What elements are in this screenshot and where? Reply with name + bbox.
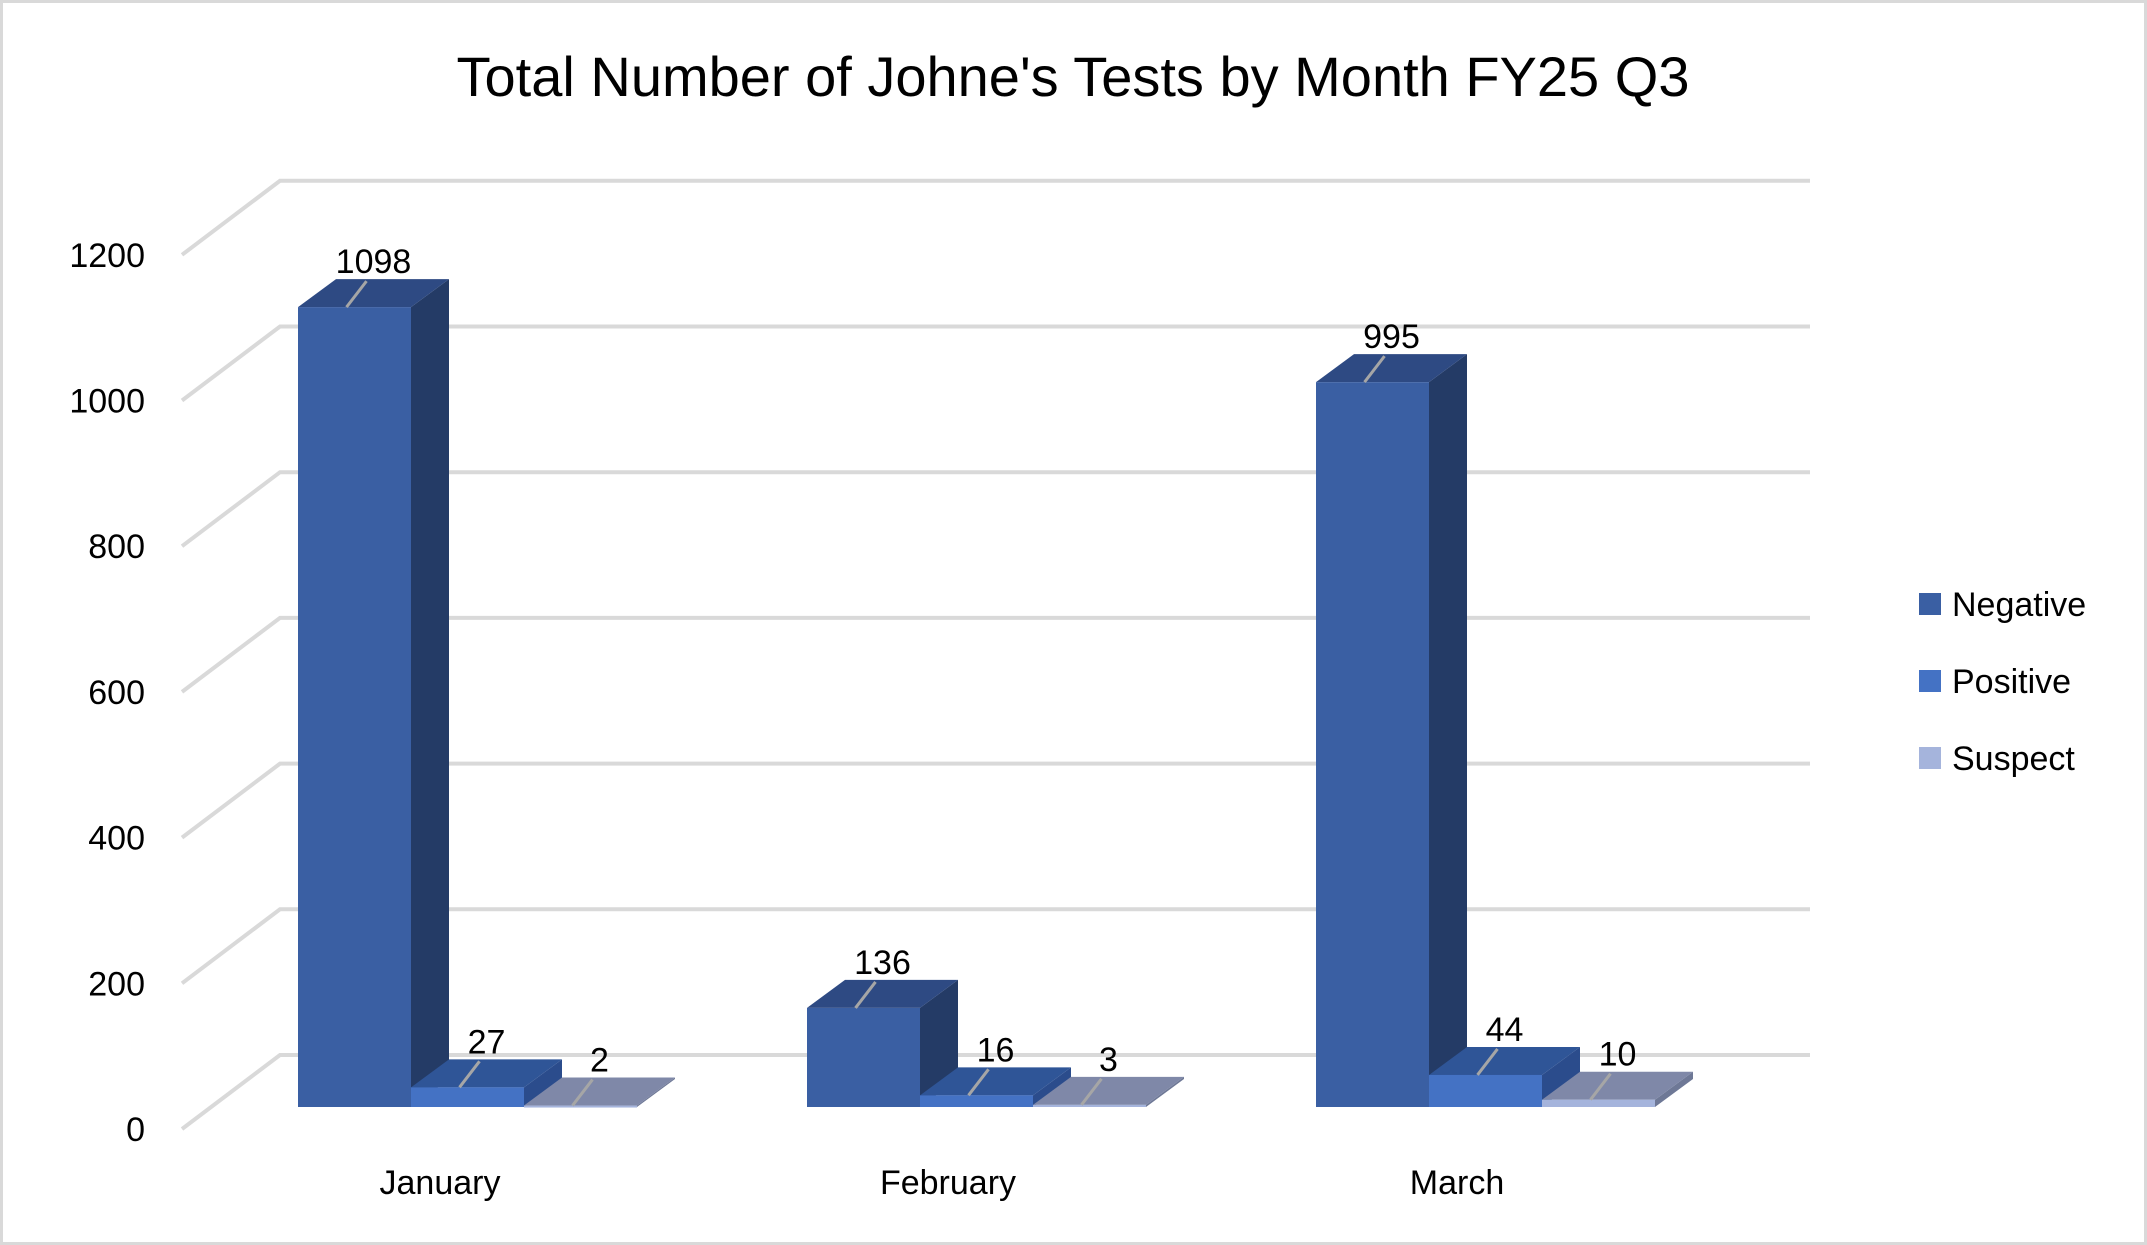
bar-front — [1542, 1099, 1655, 1107]
bar-front — [1033, 1104, 1146, 1107]
data-label-leader — [1476, 1048, 1499, 1076]
bar-top — [298, 279, 449, 308]
data-label-leader — [854, 981, 877, 1009]
gridline — [180, 761, 1810, 840]
gridline — [180, 1053, 1810, 1131]
bar-front — [411, 1087, 524, 1107]
data-label-leader — [345, 280, 368, 309]
bar-front — [1429, 1074, 1542, 1107]
bar-top — [807, 979, 958, 1008]
bar-positive-march[interactable]: 44 — [1429, 1011, 1580, 1107]
y-tick-label: 200 — [88, 965, 145, 1003]
bar-negative-march[interactable]: 995 — [1316, 318, 1467, 1108]
y-tick-label: 1000 — [69, 383, 145, 421]
data-label-leader — [571, 1078, 594, 1107]
bar-side — [1429, 354, 1467, 1108]
x-tick-label: February — [880, 1164, 1016, 1202]
bar-side — [1146, 1076, 1184, 1107]
bar-side — [524, 1059, 562, 1107]
bar-side — [1542, 1046, 1580, 1107]
data-label: 995 — [1363, 318, 1420, 356]
legend-item-negative[interactable]: Negative — [1919, 586, 2086, 624]
gridline — [180, 178, 1810, 257]
data-label: 3 — [1099, 1041, 1118, 1079]
bar-front — [1316, 382, 1429, 1108]
data-label: 44 — [1486, 1011, 1524, 1049]
bar-side — [411, 279, 449, 1107]
y-tick-label: 600 — [88, 674, 145, 712]
y-axis: 0 200 400 600 800 1000 1200 — [69, 237, 145, 1149]
bar-top — [920, 1067, 1071, 1096]
bars: 1098 27 2 136 16 3 995 44 10 — [298, 243, 1693, 1108]
bar-group-january: 1098 27 2 — [298, 243, 675, 1108]
legend-label: Suspect — [1952, 740, 2075, 778]
legend-swatch-icon — [1919, 670, 1941, 692]
data-label: 16 — [977, 1031, 1015, 1069]
bar-side — [637, 1077, 675, 1107]
legend-swatch-icon — [1919, 593, 1941, 615]
gridline — [180, 324, 1810, 403]
bar-positive-january[interactable]: 27 — [411, 1023, 562, 1107]
bar-front — [298, 307, 411, 1107]
bar-top — [1033, 1076, 1184, 1105]
gridline — [180, 907, 1810, 985]
bar-suspect-february[interactable]: 3 — [1033, 1041, 1184, 1107]
data-label-leader — [1589, 1072, 1612, 1101]
legend-item-positive[interactable]: Positive — [1919, 663, 2071, 701]
data-label: 136 — [854, 944, 911, 982]
data-label: 2 — [590, 1042, 609, 1080]
bar-group-february: 136 16 3 — [807, 944, 1184, 1107]
chart-title: Total Number of Johne's Tests by Month F… — [457, 45, 1690, 108]
bar-top — [411, 1059, 562, 1088]
data-label-leader — [1080, 1077, 1103, 1106]
bar-side — [1033, 1067, 1071, 1107]
bar-front — [920, 1095, 1033, 1107]
bar-negative-january[interactable]: 1098 — [298, 243, 449, 1107]
x-tick-label: March — [1410, 1164, 1504, 1202]
gridline — [180, 470, 1810, 548]
y-tick-label: 800 — [88, 528, 145, 566]
bar-suspect-march[interactable]: 10 — [1542, 1036, 1693, 1107]
legend-label: Negative — [1952, 586, 2086, 624]
legend-item-suspect[interactable]: Suspect — [1919, 740, 2075, 778]
bar-front — [524, 1105, 637, 1108]
bar-suspect-january[interactable]: 2 — [524, 1042, 675, 1108]
y-tick-label: 0 — [126, 1111, 145, 1149]
legend-swatch-icon — [1919, 747, 1941, 769]
x-axis: January February March — [380, 1164, 1505, 1202]
bar-top — [1429, 1046, 1580, 1075]
data-label: 27 — [468, 1023, 506, 1061]
legend-label: Positive — [1952, 663, 2071, 701]
bar-positive-february[interactable]: 16 — [920, 1031, 1071, 1107]
y-tick-label: 1200 — [69, 237, 145, 275]
bar-top — [1316, 354, 1467, 383]
bar-top — [524, 1077, 675, 1106]
y-tick-label: 400 — [88, 820, 145, 858]
data-label: 1098 — [336, 243, 412, 281]
data-label: 10 — [1599, 1036, 1637, 1074]
x-tick-label: January — [380, 1164, 501, 1202]
bar-negative-february[interactable]: 136 — [807, 944, 958, 1107]
bar-side — [1655, 1071, 1693, 1107]
data-label-leader — [1363, 355, 1386, 384]
data-label-leader — [967, 1068, 990, 1097]
legend: Negative Positive Suspect — [1919, 586, 2086, 778]
data-label-leader — [458, 1060, 481, 1089]
gridline — [180, 615, 1810, 694]
bar-group-march: 995 44 10 — [1316, 318, 1693, 1108]
bar-top — [1542, 1071, 1693, 1100]
gridlines — [180, 178, 1810, 1131]
bar-front — [807, 1007, 920, 1107]
